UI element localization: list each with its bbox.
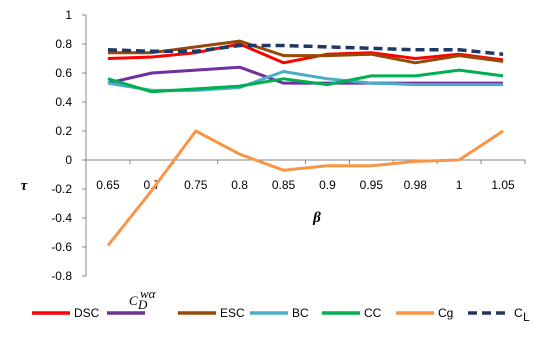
x-tick-label: 0.95 <box>360 178 384 192</box>
x-tick-label: 0.98 <box>404 178 428 192</box>
series-line-cc <box>107 68 504 94</box>
x-tick-label: 1 <box>456 178 463 192</box>
x-tick-label: 0.85 <box>272 178 296 192</box>
y-tick-label: 0 <box>65 153 72 167</box>
legend-label: CC <box>364 306 382 320</box>
x-axis-ticks: 0.65 0.7 0.75 0.8 0.85 0.9 0.95 0.98 1 1.05 <box>85 160 526 192</box>
legend-label-sub: D <box>137 297 148 312</box>
y-tick-label: 0.2 <box>55 124 72 138</box>
legend-label: ESC <box>220 306 245 320</box>
series-line-esc <box>108 39 504 65</box>
x-axis-title: β <box>312 210 321 226</box>
series-line-dsc <box>107 42 504 65</box>
x-tick-label: 0.9 <box>319 178 336 192</box>
x-tick-label: 0.65 <box>96 178 120 192</box>
y-tick-label: 0.8 <box>55 37 72 51</box>
y-tick-label: 0.4 <box>55 95 72 109</box>
legend-label-base: C <box>514 306 523 320</box>
series-line-cg <box>106 129 504 247</box>
y-tick-label: -0.4 <box>51 211 72 225</box>
y-axis-title: τ <box>21 178 29 194</box>
y-tick-label: -0.6 <box>51 240 72 254</box>
legend-label-sub: L <box>523 310 530 324</box>
legend-label-base: C <box>129 293 138 308</box>
x-tick-label: 0.75 <box>184 178 208 192</box>
series-lines <box>106 39 504 247</box>
y-tick-label: -0.2 <box>51 182 72 196</box>
x-tick-label: 0.8 <box>231 178 248 192</box>
y-tick-label: 1 <box>65 8 72 22</box>
legend-label: DSC <box>74 306 100 320</box>
y-tick-label: 0.6 <box>55 66 72 80</box>
legend-label: Cg <box>438 306 453 320</box>
y-axis-ticks: 1 0.8 0.6 0.4 0.2 0 -0.2 -0.4 -0.6 -0.8 <box>51 8 86 283</box>
x-tick-label: 1.05 <box>491 178 515 192</box>
legend-label: BC <box>292 306 309 320</box>
y-tick-label: -0.8 <box>51 269 72 283</box>
series-line-c-l <box>107 43 504 56</box>
legend-label-sup: wα <box>140 286 157 301</box>
x-tick-label: 0.7 <box>144 178 161 192</box>
legend-label-math: C Dwα <box>129 286 157 312</box>
